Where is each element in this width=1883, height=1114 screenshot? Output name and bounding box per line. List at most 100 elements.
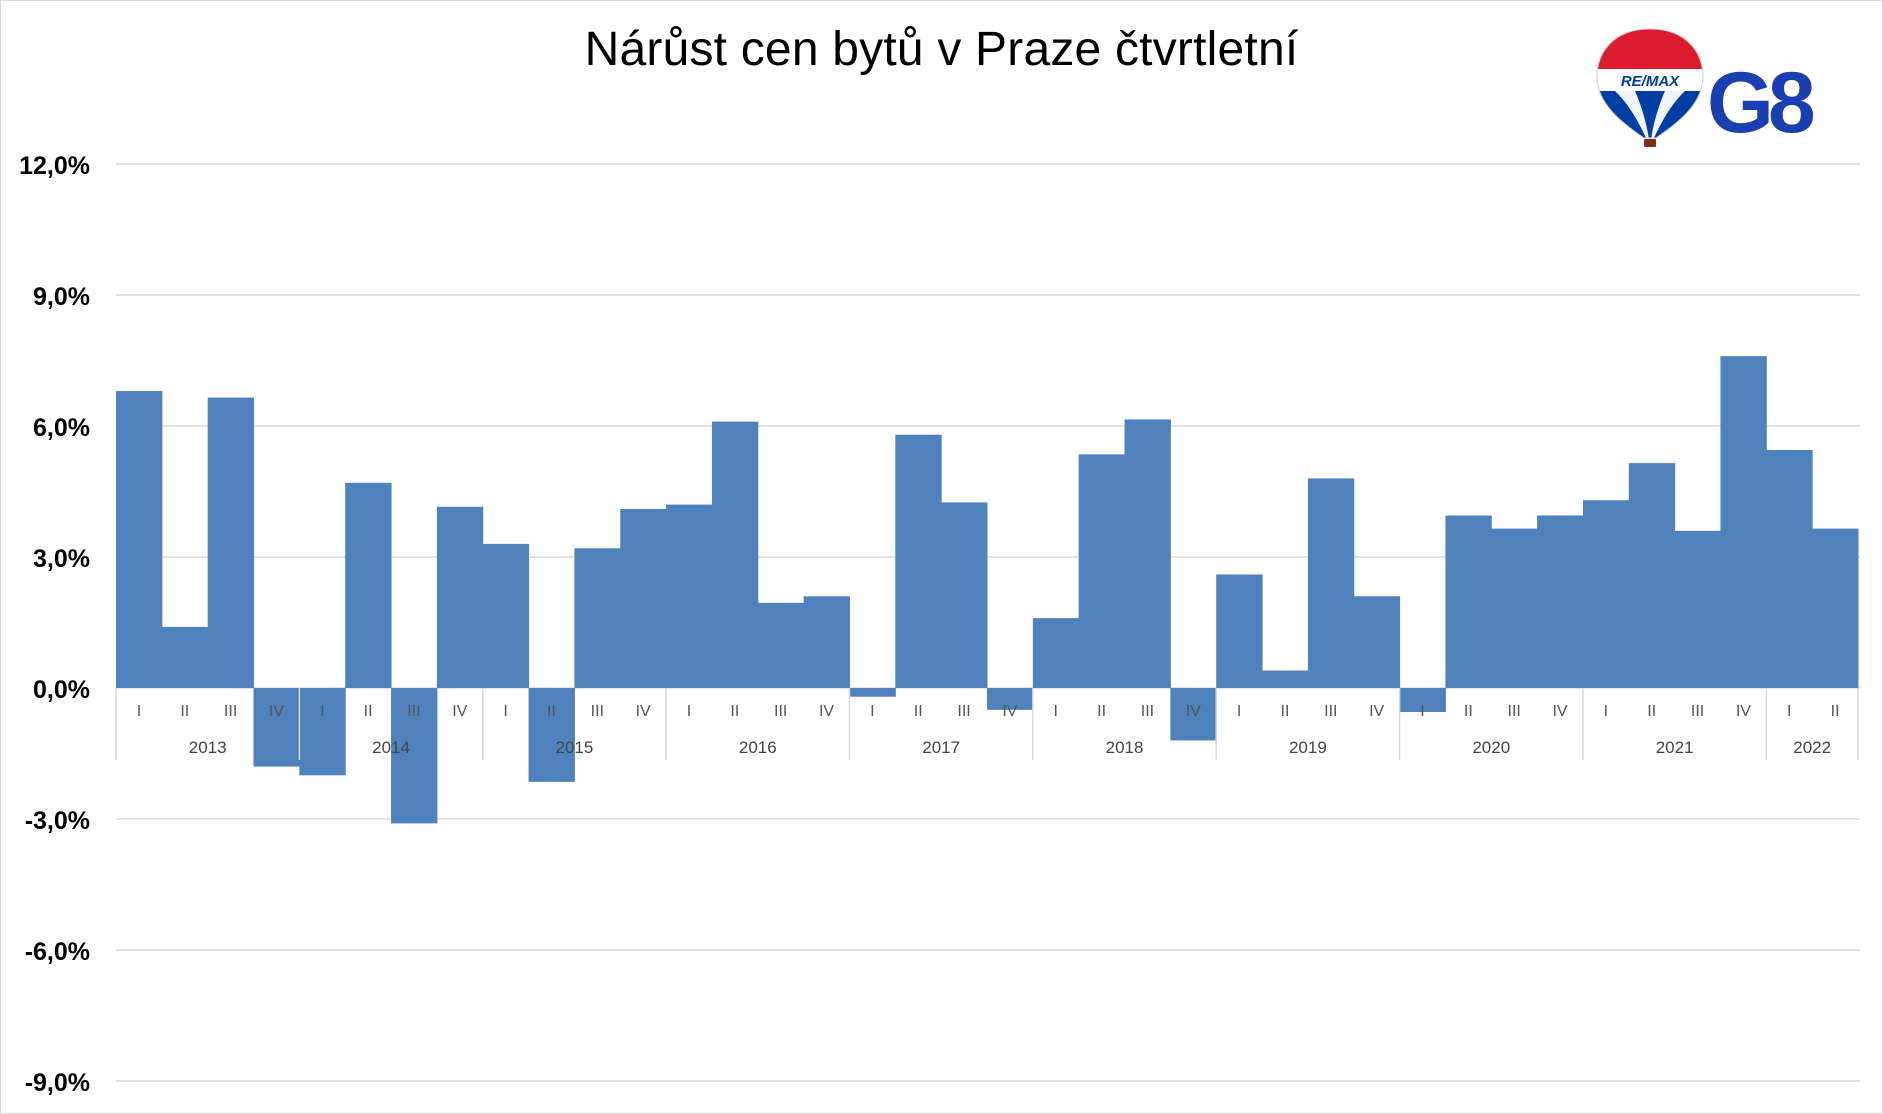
quarter-label: II: [730, 703, 739, 720]
quarter-label: IV: [1369, 703, 1384, 720]
year-label: 2014: [372, 738, 410, 757]
quarter-label: IV: [1736, 703, 1751, 720]
bar: [391, 688, 438, 824]
quarter-label: I: [320, 703, 324, 720]
bar: [1353, 596, 1401, 688]
year-label: 2013: [189, 738, 227, 757]
chart-title: Nárůst cen bytů v Praze čtvrtletní: [584, 23, 1299, 76]
quarter-label: II: [1647, 703, 1656, 720]
quarter-label: II: [364, 703, 373, 720]
bar: [849, 688, 896, 697]
bar: [299, 688, 346, 776]
bar: [1307, 478, 1355, 688]
quarter-label: III: [957, 703, 970, 720]
y-tick-label: 3,0%: [33, 545, 90, 573]
quarter-label: III: [591, 703, 604, 720]
quarter-label: IV: [452, 703, 467, 720]
bar: [941, 502, 988, 688]
bar: [482, 543, 530, 688]
quarter-label: I: [1237, 703, 1241, 720]
bar: [161, 626, 209, 688]
quarter-label: III: [407, 703, 420, 720]
remax-g8-logo: RE/MAX G8: [1595, 25, 1855, 155]
bar: [1124, 419, 1171, 688]
quarter-label: I: [1604, 703, 1608, 720]
bar: [711, 421, 759, 688]
quarter-label: III: [774, 703, 787, 720]
y-axis-labels: 12,0% 9,0% 6,0% 3,0% 0,0% -3,0% -6,0% -9,0%: [19, 152, 90, 1097]
bar: [1766, 450, 1813, 688]
y-tick-label: -3,0%: [25, 807, 90, 835]
year-label: 2020: [1472, 738, 1510, 757]
x-axis-category-labels: 2013 2014 2015 2016 2017 2018 2019 2020 2021 2022…: [115, 688, 1859, 760]
bar: [1032, 618, 1080, 688]
quarter-label: I: [870, 703, 874, 720]
bar: [574, 548, 621, 688]
year-label: 2019: [1289, 738, 1327, 757]
bar: [803, 596, 850, 688]
bar: [528, 688, 575, 782]
bar: [1812, 528, 1859, 688]
bar: [1582, 500, 1630, 688]
quarter-label: III: [1141, 703, 1154, 720]
bar: [1445, 515, 1492, 688]
quarter-label: IV: [636, 703, 651, 720]
y-tick-label: -6,0%: [25, 938, 90, 966]
bar: [116, 391, 163, 688]
quarter-label: II: [1464, 703, 1473, 720]
quarter-label: III: [1324, 703, 1337, 720]
bar: [207, 397, 255, 688]
y-tick-label: -9,0%: [25, 1069, 90, 1097]
bar: [666, 504, 713, 688]
quarter-label: IV: [1552, 703, 1567, 720]
quarter-label: IV: [1002, 703, 1017, 720]
bar: [345, 482, 392, 688]
bar: [895, 434, 942, 688]
bar: [1399, 688, 1446, 713]
quarter-label: IV: [269, 703, 284, 720]
bar: [253, 688, 300, 767]
bar: [1216, 574, 1263, 688]
year-label: 2016: [739, 738, 777, 757]
quarter-label: II: [914, 703, 923, 720]
quarter-label: I: [1787, 703, 1791, 720]
bar: [1491, 528, 1538, 688]
quarter-label: IV: [819, 703, 834, 720]
quarter-label: II: [547, 703, 556, 720]
bar: [757, 602, 805, 688]
year-label: 2017: [922, 738, 960, 757]
remax-logo-text: RE/MAX: [1621, 73, 1680, 90]
quarter-label: I: [137, 703, 141, 720]
g8-logo-text: G8: [1707, 55, 1814, 151]
y-tick-label: 9,0%: [33, 283, 90, 311]
remax-balloon-icon: RE/MAX: [1596, 28, 1704, 147]
year-label: 2022: [1793, 738, 1831, 757]
year-label: 2021: [1656, 738, 1694, 757]
quarter-label: I: [503, 703, 507, 720]
bar: [1537, 515, 1584, 688]
bar: [987, 688, 1034, 710]
y-tick-label: 6,0%: [33, 414, 90, 442]
quarter-label: I: [1054, 703, 1058, 720]
year-label: 2015: [556, 738, 594, 757]
bar: [1674, 530, 1721, 688]
bar: [1170, 688, 1217, 741]
bar: [1262, 670, 1309, 688]
quarter-label: III: [1508, 703, 1521, 720]
quarter-label: II: [180, 703, 189, 720]
quarter-label: I: [1420, 703, 1424, 720]
quarter-label: I: [687, 703, 691, 720]
quarter-label: IV: [1186, 703, 1201, 720]
quarter-label: III: [1691, 703, 1704, 720]
bar: [1628, 463, 1676, 688]
bar: [1078, 454, 1126, 688]
bar: [436, 506, 484, 688]
quarter-label: II: [1281, 703, 1290, 720]
bars: [116, 356, 1859, 824]
y-tick-label: 12,0%: [19, 152, 90, 180]
quarter-label: III: [224, 703, 237, 720]
year-label: 2018: [1106, 738, 1144, 757]
quarter-label: II: [1831, 703, 1840, 720]
bar: [620, 508, 667, 688]
